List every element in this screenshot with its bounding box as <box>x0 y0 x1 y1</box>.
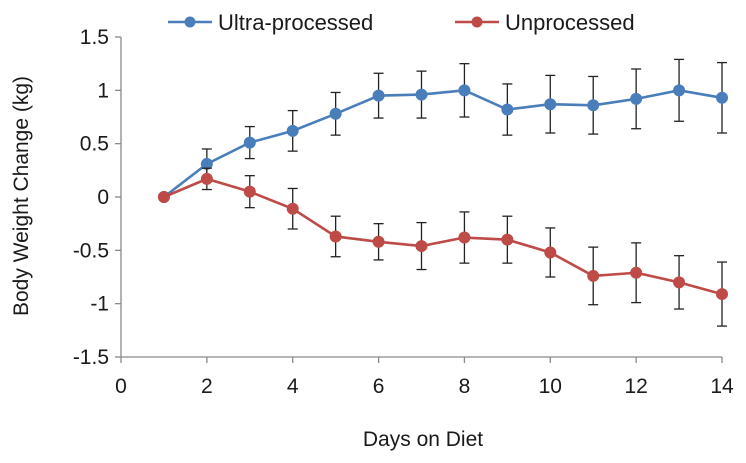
y-tick-label: -0.5 <box>73 239 109 262</box>
data-point <box>243 185 256 198</box>
x-axis-title: Days on Diet <box>363 428 483 451</box>
data-point <box>286 202 299 215</box>
data-point <box>329 230 342 243</box>
data-point <box>544 98 557 111</box>
data-point <box>329 107 342 120</box>
x-tick-label: 2 <box>201 375 213 398</box>
y-tick-label: 1.5 <box>80 26 109 49</box>
data-point <box>716 288 728 301</box>
series-ultra-processed <box>157 58 728 203</box>
data-point <box>673 84 686 97</box>
series-unprocessed <box>157 167 728 327</box>
data-point <box>544 246 557 259</box>
data-point <box>415 240 428 253</box>
x-tick-labels: 0 2 4 6 8 10 12 14 <box>115 375 734 398</box>
data-point <box>630 266 643 279</box>
y-tick-label: 1 <box>97 79 109 102</box>
y-axis-title: Body Weight Change (kg) <box>10 76 33 316</box>
data-point <box>587 99 600 112</box>
series-line <box>163 177 723 296</box>
data-point <box>243 136 256 149</box>
data-point <box>286 124 299 137</box>
data-point <box>372 235 385 248</box>
legend-marker <box>184 16 196 28</box>
legend-item: Unprocessed <box>455 10 635 35</box>
y-tick-label: -1.5 <box>73 346 109 369</box>
legend-item: Ultra-processed <box>168 10 373 35</box>
x-tick-label: 14 <box>710 375 734 398</box>
legend-marker <box>471 16 483 28</box>
x-tick-label: 4 <box>287 375 299 398</box>
legend-label: Unprocessed <box>505 10 635 35</box>
y-tick-label: 0.5 <box>80 133 109 156</box>
data-point <box>200 172 213 185</box>
legend-label: Ultra-processed <box>218 10 373 35</box>
data-point <box>458 231 471 244</box>
data-point <box>630 92 643 105</box>
series-line <box>163 89 723 199</box>
series-layer <box>157 58 728 327</box>
x-tick-label: 10 <box>539 375 562 398</box>
x-tick-label: 8 <box>459 375 471 398</box>
legend: Ultra-processed Unprocessed <box>168 10 635 35</box>
data-point <box>415 88 428 101</box>
data-point <box>157 191 170 203</box>
data-point <box>458 84 471 97</box>
data-point <box>501 103 514 116</box>
y-tick-labels: -1.5 -1 -0.5 0 0.5 1 1.5 <box>73 26 109 369</box>
x-tick-label: 0 <box>115 375 127 398</box>
y-tick-label: 0 <box>97 186 109 209</box>
data-point <box>716 91 728 104</box>
y-tick-label: -1 <box>90 293 109 316</box>
data-point <box>673 276 686 289</box>
x-tick-label: 6 <box>373 375 385 398</box>
chart-axes <box>115 36 723 363</box>
data-point <box>501 233 514 246</box>
x-tick-label: 12 <box>624 375 647 398</box>
data-point <box>587 269 600 282</box>
data-point <box>372 89 385 102</box>
